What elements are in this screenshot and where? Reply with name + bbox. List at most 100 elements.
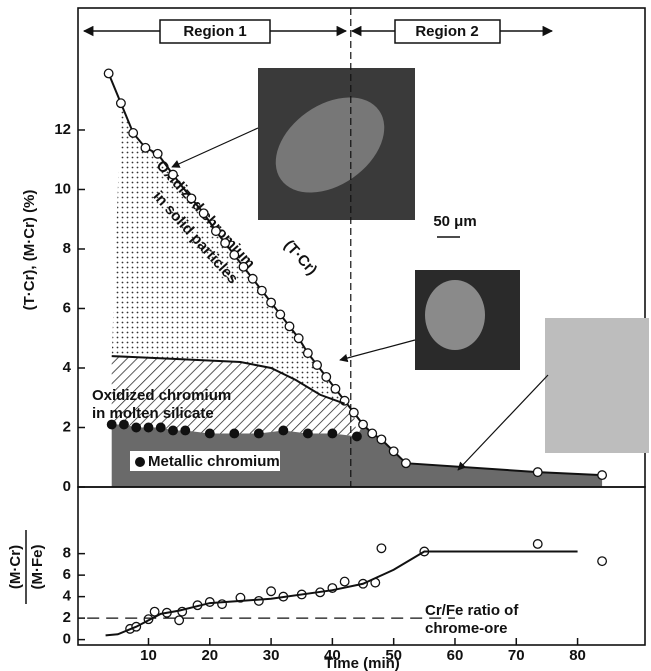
data-point: [106, 419, 117, 430]
region-box: [394, 19, 501, 44]
data-point: [597, 556, 608, 567]
x-tick-label: 10: [140, 647, 157, 664]
data-point: [180, 425, 191, 436]
data-point: [339, 576, 350, 587]
y-tick-label: 0: [63, 478, 71, 495]
scale-label: 50 μm: [433, 213, 476, 230]
micrograph-detail: [425, 280, 485, 350]
series-label: (T·Cr): [280, 237, 320, 279]
data-point: [266, 297, 277, 308]
micrograph: [545, 318, 649, 453]
pointer-arrow: [339, 339, 416, 363]
y-tick-label: 8: [63, 545, 71, 562]
data-point: [186, 193, 197, 204]
series-line: [105, 550, 578, 637]
data-point: [140, 142, 151, 153]
data-point: [358, 419, 368, 430]
y-axis-label: (M·Cr): [7, 545, 24, 589]
data-point: [174, 615, 185, 626]
data-point: [103, 68, 114, 79]
y-tick-label: 2: [63, 609, 71, 626]
data-point: [275, 309, 286, 320]
data-point: [327, 428, 338, 439]
data-point: [351, 431, 362, 442]
region-fill: [111, 356, 357, 437]
data-point: [119, 419, 129, 430]
data-point: [198, 208, 209, 219]
region-box: [159, 19, 271, 44]
series-line: [111, 355, 345, 405]
data-point: [400, 458, 411, 469]
y-tick-label: 10: [54, 180, 71, 197]
region-label: Region 2: [415, 23, 478, 40]
x-tick-label: 70: [508, 647, 525, 664]
x-tick-label: 60: [447, 647, 464, 664]
region-fill: [111, 424, 603, 487]
data-point: [284, 321, 295, 332]
data-point: [229, 249, 240, 260]
x-tick-label: 40: [324, 647, 341, 664]
y-tick-label: 4: [63, 588, 72, 605]
y-tick-label: 6: [63, 299, 71, 316]
x-tick-label: 50: [385, 647, 402, 664]
pointer-arrow: [457, 374, 549, 471]
x-tick-label: 80: [569, 647, 586, 664]
data-point: [388, 446, 399, 457]
data-point: [131, 422, 142, 433]
data-point: [266, 586, 277, 597]
bottom-frame: [77, 486, 646, 646]
data-point: [376, 434, 387, 445]
annotation: chrome-ore: [425, 620, 508, 637]
data-point: [210, 226, 221, 237]
data-point: [115, 98, 126, 109]
data-point: [597, 470, 608, 481]
y-tick-label: 2: [63, 418, 71, 435]
data-point: [256, 285, 267, 296]
y-tick-label: 8: [63, 240, 71, 257]
data-point: [247, 273, 258, 284]
data-point: [330, 383, 341, 394]
data-point: [532, 467, 543, 478]
data-point: [143, 422, 154, 433]
data-point: [155, 422, 166, 433]
y-tick-label: 6: [63, 566, 71, 583]
micrograph-detail: [275, 97, 385, 193]
data-point: [128, 128, 139, 138]
data-point: [312, 360, 323, 370]
data-point: [220, 238, 231, 248]
data-point: [321, 371, 332, 382]
pointer-arrow: [171, 127, 259, 168]
data-point: [229, 428, 240, 439]
data-point: [302, 348, 313, 359]
data-point: [168, 169, 178, 180]
data-point: [168, 425, 178, 436]
x-tick-label: 30: [263, 647, 280, 664]
data-point: [348, 407, 359, 418]
data-point: [532, 539, 543, 549]
y-tick-label: 0: [63, 631, 71, 648]
data-point: [376, 543, 387, 554]
x-axis-label: Time (min): [324, 655, 400, 671]
data-point: [278, 425, 289, 436]
data-point: [253, 428, 264, 439]
data-point: [238, 261, 249, 272]
series-label: Metallic chromium: [148, 453, 280, 470]
data-point: [367, 428, 378, 439]
data-point: [339, 395, 350, 406]
y-axis-label: (T·Cr), (M·Cr) (%): [21, 190, 38, 311]
y-axis-label: (M·Fe): [29, 545, 46, 590]
region-label: Region 1: [183, 23, 246, 40]
annotation: Oxidized chromium: [92, 387, 231, 404]
annotation: in molten silicate: [92, 405, 214, 422]
data-point: [293, 333, 304, 344]
legend-dot: [135, 457, 145, 467]
data-point: [152, 148, 163, 159]
x-tick-label: 20: [201, 647, 218, 664]
y-tick-label: 4: [63, 359, 72, 376]
data-point: [302, 428, 313, 439]
data-point: [253, 595, 264, 606]
data-point: [204, 428, 215, 439]
y-tick-label: 12: [54, 121, 71, 138]
annotation: Cr/Fe ratio of: [425, 602, 519, 619]
